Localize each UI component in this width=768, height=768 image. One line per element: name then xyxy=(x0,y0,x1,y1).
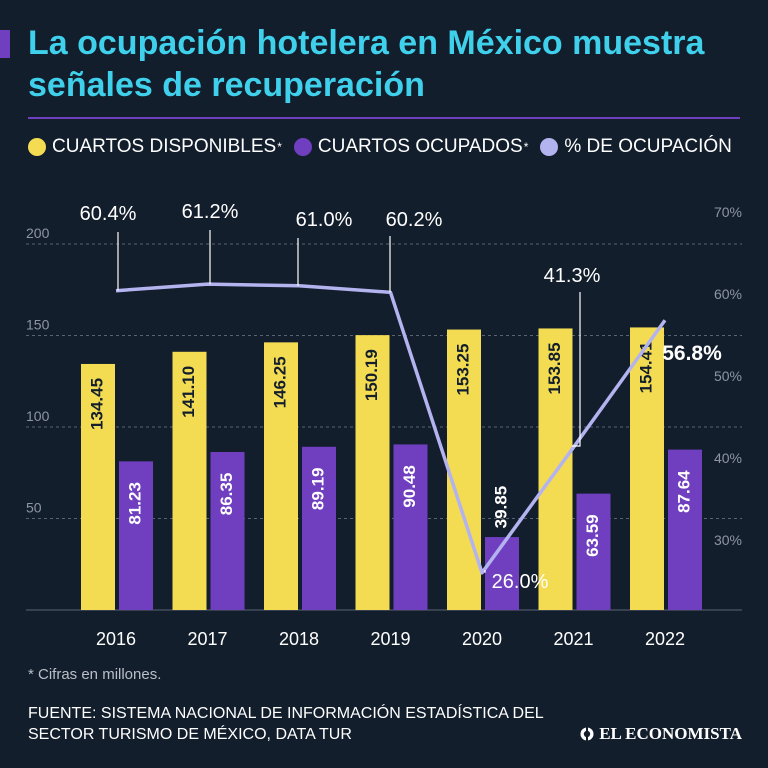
el-economista-logo-icon xyxy=(580,727,594,741)
y-right-tick-label: 70% xyxy=(714,204,742,220)
bar-occupied xyxy=(210,451,245,610)
legend-label-occupied: CUARTOS OCUPADOS xyxy=(317,136,523,157)
bar-occupied xyxy=(119,461,153,610)
chart-plot: 200 150 100 50 70% 60% 50% 40% 30% 134.45 81.23 201… xyxy=(26,201,742,649)
bar-occupied xyxy=(393,444,428,610)
y-right-tick-label: 30% xyxy=(714,532,742,548)
bar-available xyxy=(81,363,115,610)
footnote: * Cifras en millones. xyxy=(28,666,162,683)
brand-logo: EL ECONOMISTA xyxy=(580,724,742,744)
legend-mark-available: * xyxy=(277,140,282,154)
bar-label-occupied: 90.48 xyxy=(400,465,419,508)
legend-item-occupied: CUARTOS OCUPADOS * xyxy=(293,136,529,158)
legend-label-occupancy: % DE OCUPACIÓN xyxy=(564,136,732,157)
chart-title: La ocupación hotelera en México muestra … xyxy=(28,24,705,104)
legend-dot-occupied xyxy=(293,138,312,156)
y-right-tick-label: 40% xyxy=(714,450,742,466)
bar-occupied xyxy=(302,446,336,610)
title-accent-bar xyxy=(0,30,10,58)
bar-label-available: 153.85 xyxy=(545,342,564,394)
bar-label-occupied: 81.23 xyxy=(125,482,144,525)
legend-label-available: CUARTOS DISPONIBLES xyxy=(52,136,277,157)
bar-occupied xyxy=(668,449,702,610)
bar-available xyxy=(264,342,298,610)
x-tick-label: 2019 xyxy=(370,629,410,649)
bar-available xyxy=(355,335,390,610)
legend-item-occupancy: % DE OCUPACIÓN xyxy=(540,136,732,158)
y-left-tick-label: 150 xyxy=(26,317,50,333)
occupancy-label: 61.2% xyxy=(182,201,239,223)
bar-available xyxy=(630,327,664,610)
x-tick-label: 2016 xyxy=(96,629,136,649)
y-left-tick-label: 50 xyxy=(26,500,42,516)
occupancy-label: 26.0% xyxy=(492,571,549,593)
bar-available xyxy=(172,351,207,610)
x-tick-label: 2021 xyxy=(553,629,593,649)
occupancy-callout-leader xyxy=(572,292,581,447)
x-tick-label: 2018 xyxy=(279,629,319,649)
legend-mark-occupied: * xyxy=(523,140,529,154)
occupancy-label: 60.2% xyxy=(386,209,443,231)
x-tick-label: 2020 xyxy=(462,629,502,649)
bar-label-occupied: 87.64 xyxy=(674,470,693,513)
source-text: FUENTE: SISTEMA NACIONAL DE INFORMACIÓN … xyxy=(28,705,544,743)
legend-dot-occupancy xyxy=(540,138,559,156)
bar-occupied xyxy=(576,493,611,610)
y-right-tick-label: 50% xyxy=(714,368,742,384)
bar-label-occupied: 63.59 xyxy=(583,514,602,557)
bar-label-occupied: 39.85 xyxy=(491,486,510,529)
occupancy-label: 60.4% xyxy=(80,203,137,225)
bar-occupied xyxy=(485,537,519,610)
x-tick-label: 2022 xyxy=(645,629,685,649)
chart-legend: CUARTOS DISPONIBLES * CUARTOS OCUPADOS * %… xyxy=(28,136,748,158)
y-right-tick-label: 60% xyxy=(714,286,742,302)
occupancy-label: 61.0% xyxy=(296,209,353,231)
bar-label-available: 150.19 xyxy=(362,349,381,401)
brand-name: EL ECONOMISTA xyxy=(599,724,742,743)
bar-label-available: 146.25 xyxy=(270,356,289,408)
occupancy-label: 56.8% xyxy=(662,342,722,365)
y-left-tick-label: 100 xyxy=(26,408,50,424)
y-left-tick-label: 200 xyxy=(26,225,50,241)
bar-label-occupied: 89.19 xyxy=(308,468,327,511)
bar-label-available: 134.45 xyxy=(87,378,106,430)
bar-label-available: 141.10 xyxy=(179,366,198,418)
legend-item-available: CUARTOS DISPONIBLES * xyxy=(28,136,282,158)
occupancy-label: 41.3% xyxy=(544,265,601,287)
bar-available xyxy=(447,329,481,610)
title-divider xyxy=(28,117,740,119)
bar-label-available: 153.25 xyxy=(453,344,472,396)
legend-dot-available xyxy=(28,138,46,156)
bar-label-occupied: 86.35 xyxy=(217,473,236,516)
x-tick-label: 2017 xyxy=(187,629,227,649)
